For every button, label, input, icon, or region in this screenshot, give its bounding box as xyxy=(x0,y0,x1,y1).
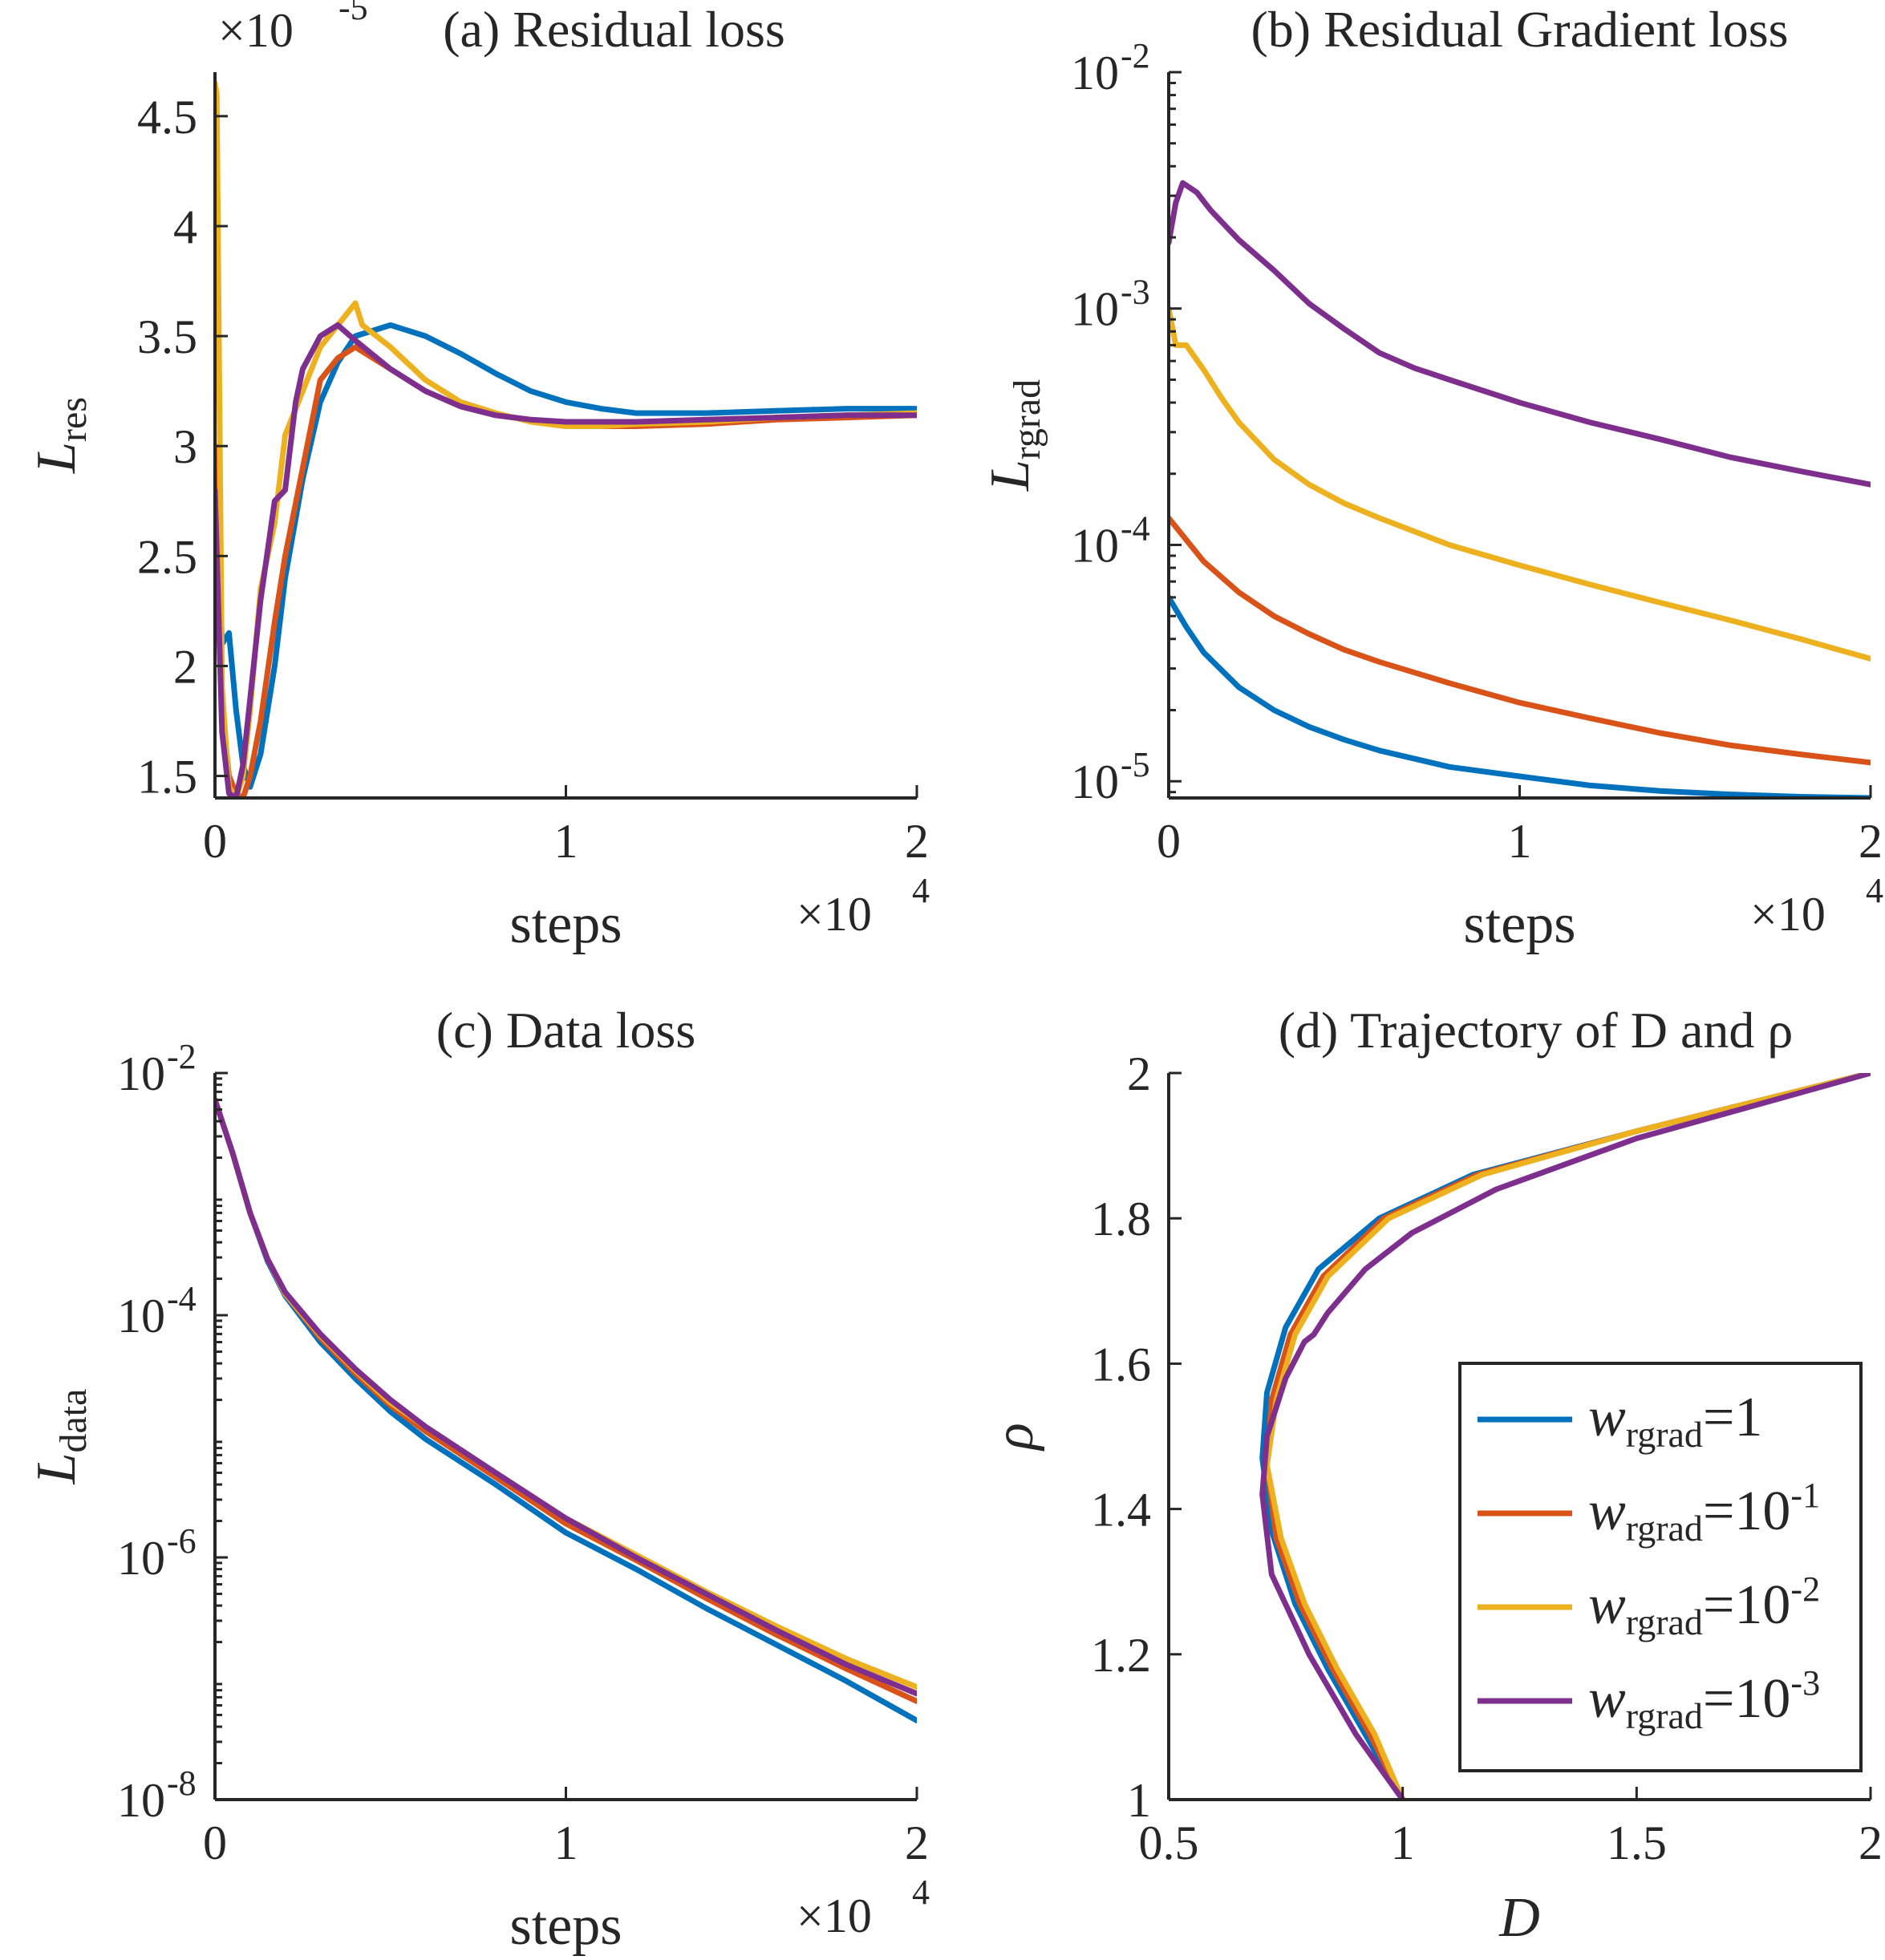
legend-label: wrgrad=1 xyxy=(1588,1387,1762,1455)
y-axis-label: Lrgrad xyxy=(979,379,1048,492)
series-line-4 xyxy=(1169,180,1871,488)
y-tick-label: 10 xyxy=(1071,283,1119,336)
legend-label: wrgrad=10-3 xyxy=(1588,1663,1820,1736)
y-tick-label: 10 xyxy=(117,1290,165,1342)
y-tick-label: 3.5 xyxy=(137,310,197,363)
y-tick-label: 10 xyxy=(1071,47,1119,99)
y-tick-exponent: -4 xyxy=(1121,508,1150,548)
panel-title: (a) Residual loss xyxy=(443,1,785,58)
x-axis-label: steps xyxy=(510,893,622,955)
y-tick-exponent: -8 xyxy=(167,1764,197,1803)
series-line-3 xyxy=(1169,306,1871,662)
series-line-2 xyxy=(1169,515,1871,766)
x-multiplier: ×10 xyxy=(797,888,872,941)
x-multiplier-exponent: 4 xyxy=(1866,871,1883,910)
x-multiplier: ×10 xyxy=(797,1889,872,1942)
y-tick-exponent: -2 xyxy=(1121,36,1150,75)
series-line-2 xyxy=(215,1097,917,1704)
y-tick-label: 2 xyxy=(1127,1047,1151,1100)
series-line-3 xyxy=(215,1097,917,1691)
x-tick-label: 1 xyxy=(1391,1816,1415,1869)
legend: wrgrad=1 wrgrad=10-1 wrgrad=10-2 wrgrad=10-… xyxy=(1458,1362,1863,1772)
y-tick-label: 10 xyxy=(117,1774,165,1827)
x-multiplier-exponent: 4 xyxy=(912,871,930,910)
series-line-1 xyxy=(215,1097,917,1723)
y-tick-label: 4 xyxy=(173,200,197,253)
y-tick-label: 1.4 xyxy=(1091,1484,1151,1537)
y-tick-label: 1.5 xyxy=(137,751,197,804)
panel-title: (d) Trajectory of D and ρ xyxy=(1279,1002,1794,1059)
y-tick-label: 1.6 xyxy=(1091,1338,1151,1391)
y-tick-label: 1.8 xyxy=(1091,1193,1151,1245)
x-tick-label: 0 xyxy=(203,815,227,868)
panel-title: (c) Data loss xyxy=(436,1002,695,1059)
x-multiplier: ×10 xyxy=(1750,888,1826,941)
series-line-3 xyxy=(215,80,917,798)
y-multiplier: ×10 xyxy=(218,4,294,57)
series-line-1 xyxy=(1169,594,1871,798)
y-tick-label: 1.2 xyxy=(1091,1629,1151,1682)
x-multiplier-exponent: 4 xyxy=(912,1873,930,1912)
y-tick-exponent: -4 xyxy=(167,1279,197,1318)
x-tick-label: 2 xyxy=(905,815,929,868)
y-axis-label: ρ xyxy=(983,1423,1045,1452)
x-tick-label: 2 xyxy=(1859,815,1883,868)
panel-d: 0.5 1 1.5 211.21.41.61.82(d) Trajectory of … xyxy=(983,1002,1883,1949)
x-tick-label: 1 xyxy=(554,1816,578,1869)
series-line-4 xyxy=(1259,1073,1871,1800)
y-tick-exponent: -6 xyxy=(167,1521,197,1561)
y-tick-exponent: -3 xyxy=(1121,273,1150,312)
panel-title: (b) Residual Gradient loss xyxy=(1251,1,1788,58)
x-axis-label: steps xyxy=(1464,893,1576,955)
legend-label: wrgrad=10-1 xyxy=(1588,1476,1820,1549)
y-tick-label: 10 xyxy=(1071,755,1119,808)
y-tick-label: 1 xyxy=(1127,1774,1151,1827)
x-tick-label: 0.5 xyxy=(1139,1816,1199,1869)
y-tick-exponent: -5 xyxy=(1121,745,1150,784)
y-tick-label: 10 xyxy=(1071,519,1119,572)
panel-a: 0 1 2 1.5 2 2.5 3 3.5 4 4.5 (a) Residual loss steps… xyxy=(26,0,930,955)
legend-label: wrgrad=10-2 xyxy=(1588,1569,1820,1642)
y-tick-label: 2.5 xyxy=(137,530,197,583)
series-group xyxy=(1259,1073,1871,1800)
x-tick-label: 1 xyxy=(554,815,578,868)
series-group xyxy=(215,80,917,798)
y-tick-label: 10 xyxy=(117,1532,165,1585)
x-tick-label: 0 xyxy=(203,1816,227,1869)
series-line-4 xyxy=(215,1097,917,1697)
y-tick-exponent: -2 xyxy=(167,1037,197,1076)
series-group xyxy=(215,1097,917,1723)
y-tick-label: 2 xyxy=(173,640,197,693)
series-line-4 xyxy=(215,322,917,798)
y-tick-label: 10 xyxy=(117,1047,165,1100)
series-group xyxy=(1169,180,1871,798)
y-axis-label: Lres xyxy=(26,397,95,474)
panel-b: 0 1 210-510-410-310-2 (b) Residual Gradient… xyxy=(979,1,1883,955)
x-axis-label: steps xyxy=(510,1895,622,1957)
x-tick-label: 1.5 xyxy=(1607,1816,1667,1869)
x-tick-label: 0 xyxy=(1157,815,1181,868)
x-tick-label: 2 xyxy=(905,1816,929,1869)
y-tick-label: 4.5 xyxy=(137,91,197,144)
y-multiplier-exponent: -5 xyxy=(338,0,368,27)
y-tick-label: 3 xyxy=(173,420,197,473)
x-axis-label: D xyxy=(1498,1887,1540,1949)
x-tick-label: 2 xyxy=(1859,1816,1883,1869)
x-tick-label: 1 xyxy=(1508,815,1532,868)
y-axis-label: Ldata xyxy=(26,1389,95,1485)
